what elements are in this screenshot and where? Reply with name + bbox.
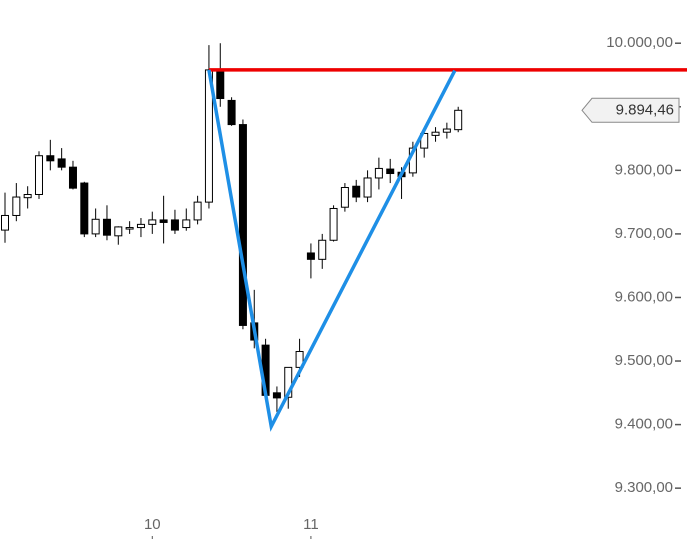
candle-body bbox=[102, 218, 111, 236]
candle-body bbox=[136, 223, 145, 229]
price-tag bbox=[581, 97, 680, 123]
candle-body bbox=[352, 185, 361, 198]
candle-body bbox=[306, 252, 315, 260]
y-tick-label: 9.600,00 bbox=[615, 288, 673, 305]
y-tick-label: 9.800,00 bbox=[615, 161, 673, 178]
candle-body bbox=[68, 166, 77, 189]
candle-body bbox=[238, 124, 247, 326]
candle-body bbox=[114, 226, 123, 237]
y-tick-label: 10.000,00 bbox=[606, 34, 673, 51]
candle-body bbox=[386, 168, 395, 175]
candle-body bbox=[46, 155, 55, 162]
candle-body bbox=[295, 350, 304, 368]
candle-body bbox=[193, 201, 202, 221]
price-tag-label: 9.894,46 bbox=[616, 101, 674, 118]
candle-body bbox=[23, 193, 32, 199]
candle-body bbox=[363, 177, 372, 198]
candle-body bbox=[340, 187, 349, 208]
candle-body bbox=[318, 239, 327, 260]
candle-body bbox=[80, 182, 89, 235]
candle-body bbox=[170, 219, 179, 231]
candle-body bbox=[182, 219, 191, 229]
candle-body bbox=[1, 214, 9, 231]
x-tick-label: 10 bbox=[144, 516, 161, 533]
candle-body bbox=[125, 227, 134, 230]
candle-body bbox=[91, 218, 100, 235]
candle-body bbox=[148, 219, 157, 225]
candle-body bbox=[227, 99, 236, 126]
candle-body bbox=[57, 158, 66, 168]
candle-body bbox=[12, 196, 21, 216]
candle-body bbox=[34, 155, 43, 195]
candle-body bbox=[329, 207, 338, 241]
candle-body bbox=[454, 109, 463, 131]
y-tick-label: 9.700,00 bbox=[615, 225, 673, 242]
y-tick-label: 9.400,00 bbox=[615, 416, 673, 433]
candle-body bbox=[374, 167, 383, 179]
candle-body bbox=[216, 69, 225, 100]
y-tick-label: 9.300,00 bbox=[615, 479, 673, 496]
candle-body bbox=[272, 392, 281, 399]
x-tick-label: 11 bbox=[303, 516, 319, 533]
trend-line bbox=[207, 69, 457, 432]
y-tick-label: 9.500,00 bbox=[615, 352, 673, 369]
candle-body bbox=[431, 131, 440, 136]
candle-body bbox=[159, 219, 168, 223]
candle-body bbox=[442, 128, 451, 133]
